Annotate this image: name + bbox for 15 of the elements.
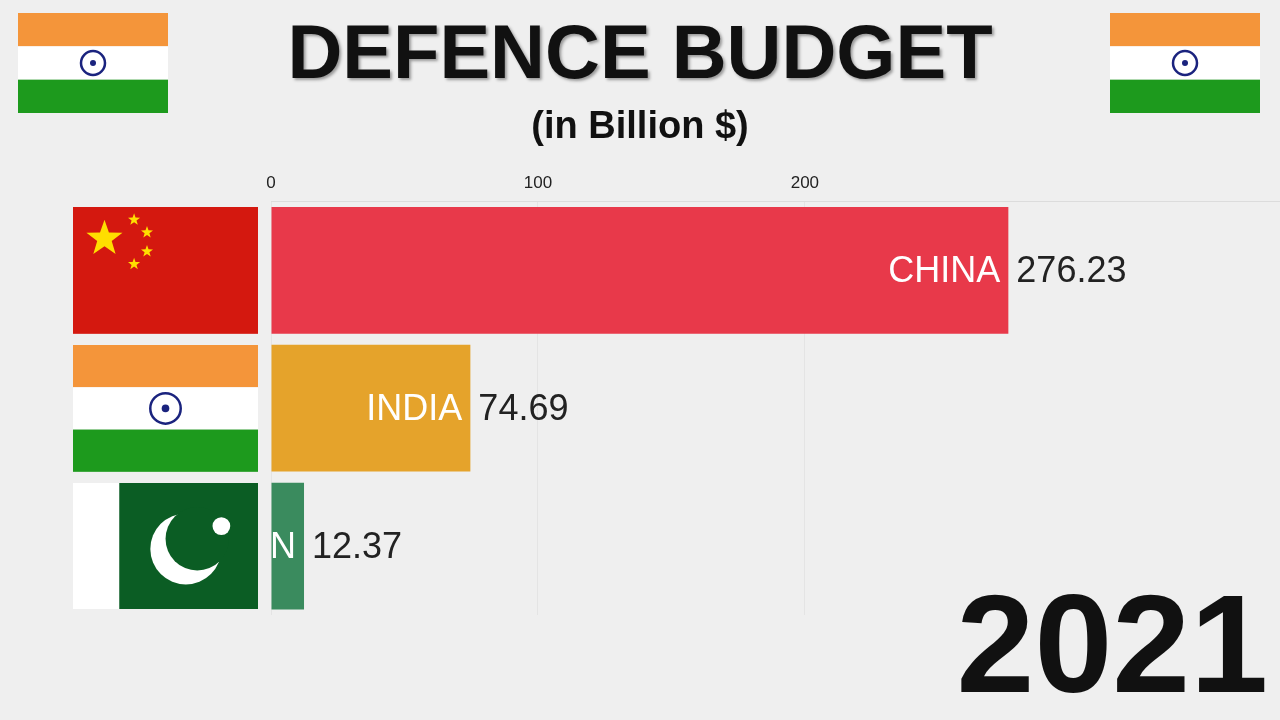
data-label: 276.23 xyxy=(1016,249,1127,291)
x-tick-label: 200 xyxy=(790,172,820,192)
y-tick-label: N xyxy=(270,524,297,566)
x-tick-label: 0 xyxy=(266,172,276,192)
bar xyxy=(271,482,305,610)
chart-subtitle: (in Billion $) xyxy=(530,104,750,147)
y-tick-label: INDIA xyxy=(366,387,463,429)
x-tick-label: 100 xyxy=(523,172,553,192)
data-label: 12.37 xyxy=(312,524,403,566)
bar xyxy=(271,206,1009,334)
bar xyxy=(271,344,471,472)
y-tick-label: CHINA xyxy=(888,249,1001,291)
annotation: 2021 xyxy=(956,565,1268,720)
chart-title: DEFENCE BUDGET xyxy=(286,8,994,95)
data-label: 74.69 xyxy=(478,387,569,429)
